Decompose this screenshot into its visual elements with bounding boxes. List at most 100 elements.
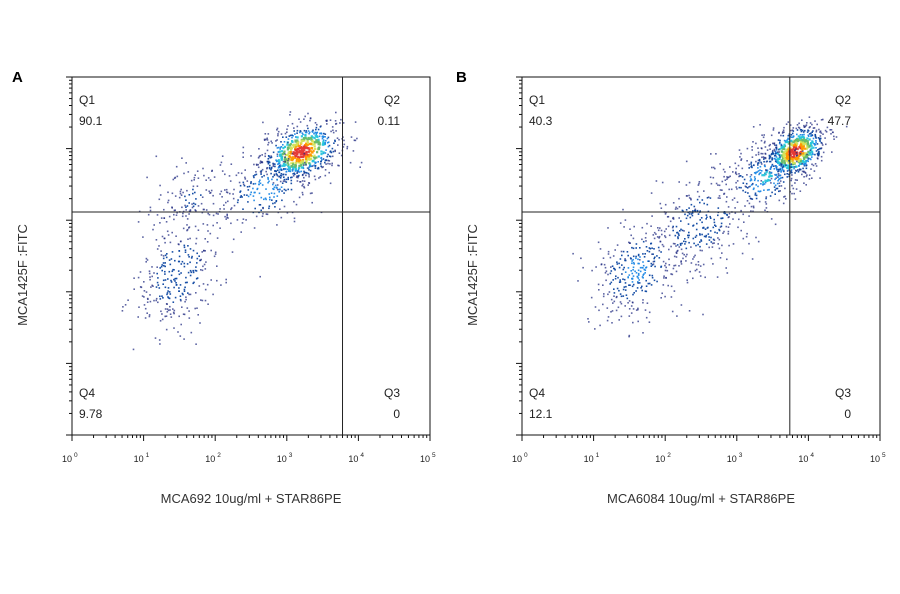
- panel-b-event-dot: [793, 161, 796, 164]
- panel-b-event-dot: [660, 207, 663, 209]
- panel-b-event-dot: [780, 177, 782, 179]
- panel-a-event-dot: [261, 184, 264, 186]
- panel-b-event-dot: [798, 127, 801, 129]
- panel-a-event-dot: [279, 208, 281, 210]
- panel-a-event-dot: [228, 175, 231, 177]
- panel-a-event-dot: [309, 142, 313, 145]
- panel-a-event-dot: [298, 156, 301, 159]
- panel-b-q2-name: Q2: [835, 93, 851, 107]
- panel-b-event-dot: [663, 230, 666, 233]
- panel-a-event-dot: [155, 155, 158, 158]
- panel-a-event-dot: [273, 186, 276, 189]
- panel-b-event-dot: [783, 196, 785, 198]
- panel-b-event-dot: [670, 273, 672, 275]
- panel-b-event-dot: [648, 274, 651, 277]
- panel-a-event-dot: [220, 190, 223, 193]
- panel-a-event-dot: [268, 166, 271, 169]
- panel-b-event-dot: [753, 164, 755, 166]
- panel-a-event-dot: [324, 133, 327, 135]
- panel-b-event-dot: [706, 216, 708, 218]
- panel-a-event-dot: [283, 164, 286, 167]
- panel-b-event-dot: [621, 273, 623, 275]
- panel-a-event-dot: [149, 300, 152, 303]
- panel-a-event-dot: [305, 164, 307, 166]
- panel-a-event-dot: [161, 318, 164, 321]
- panel-b-event-dot: [832, 131, 834, 134]
- panel-b-event-dot: [632, 308, 635, 310]
- panel-a-event-dot: [159, 184, 161, 187]
- panel-b-event-dot: [794, 144, 797, 147]
- panel-a-event-dot: [280, 146, 283, 148]
- panel-a-event-dot: [325, 163, 327, 165]
- panel-a-event-dot: [171, 192, 174, 195]
- panel-a-event-dot: [198, 255, 200, 257]
- panel-a-event-dot: [192, 271, 195, 274]
- panel-b-event-dot: [650, 225, 652, 227]
- panel-b-event-dot: [672, 216, 675, 219]
- panel-a-event-dot: [335, 130, 337, 132]
- panel-b-event-dot: [760, 180, 763, 182]
- panel-a-event-dot: [169, 309, 171, 311]
- panel-a-event-dot: [322, 135, 324, 137]
- panel-b-event-dot: [762, 156, 765, 158]
- panel-a-event-dot: [187, 245, 189, 247]
- panel-b-event-dot: [631, 281, 634, 283]
- panel-a-event-dot: [282, 136, 284, 138]
- panel-a-event-dot: [276, 224, 278, 226]
- panel-a-event-dot: [334, 150, 336, 153]
- panel-a-q4-percent: 9.78: [79, 407, 103, 421]
- panel-a-event-dot: [241, 196, 243, 198]
- panel-a-event-dot: [328, 155, 331, 157]
- panel-b-event-dot: [775, 149, 778, 151]
- panel-b-event-dot: [791, 171, 793, 174]
- panel-a-event-dot: [278, 166, 281, 169]
- panel-b-event-dot: [703, 190, 705, 192]
- panel-b-event-dot: [676, 231, 679, 234]
- panel-b-event-dot: [830, 129, 833, 131]
- panel-a-event-dot: [194, 225, 197, 228]
- panel-b-event-dot: [623, 266, 625, 269]
- panel-a-event-dot: [260, 209, 262, 212]
- panel-b-event-dot: [779, 156, 781, 158]
- panel-b-event-dot: [572, 252, 574, 255]
- panel-a-event-dot: [307, 167, 310, 170]
- panel-b-event-dot: [781, 132, 784, 134]
- panel-a-event-dot: [300, 135, 303, 138]
- panel-b-event-dot: [811, 156, 813, 158]
- panel-a-event-dot: [158, 287, 161, 289]
- panel-b-event-dot: [595, 266, 597, 268]
- panel-b-event-dot: [757, 164, 759, 166]
- panel-b-event-dot: [792, 187, 795, 190]
- panel-a-event-dot: [279, 146, 282, 149]
- panel-b-event-dot: [787, 121, 790, 123]
- panel-b-event-dot: [637, 269, 640, 272]
- panel-a-event-dot: [274, 202, 276, 204]
- panel-a-event-dot: [210, 279, 212, 281]
- panel-a-event-dot: [160, 310, 162, 313]
- panel-a-event-dot: [189, 269, 192, 272]
- panel-a-event-dot: [167, 290, 169, 292]
- panel-b-event-dot: [783, 161, 786, 164]
- panel-b-event-dot: [648, 260, 650, 262]
- panel-a-event-dot: [261, 154, 263, 156]
- panel-a-event-dot: [287, 163, 290, 166]
- panel-b-event-dot: [688, 234, 690, 237]
- panel-b-event-dot: [796, 160, 798, 163]
- panel-b-event-dot: [662, 245, 665, 248]
- panel-a-event-dot: [328, 144, 331, 147]
- panel-b-event-dot: [805, 144, 809, 147]
- panel-b-event-dot: [679, 242, 682, 245]
- panel-a-event-dot: [163, 217, 166, 219]
- panel-b-event-dot: [705, 236, 707, 238]
- panel-a-event-dot: [283, 188, 286, 191]
- panel-b-event-dot: [799, 168, 802, 171]
- panel-a-event-dot: [335, 111, 337, 114]
- panel-b-event-dot: [685, 217, 688, 220]
- panel-b-event-dot: [753, 187, 755, 190]
- panel-b-event-dot: [735, 171, 737, 173]
- panel-b-event-dot: [768, 154, 771, 157]
- panel-b-event-dot: [688, 207, 690, 209]
- panel-b-event-dot: [698, 271, 701, 273]
- panel-b-event-dot: [632, 237, 635, 240]
- panel-a-event-dot: [293, 156, 296, 160]
